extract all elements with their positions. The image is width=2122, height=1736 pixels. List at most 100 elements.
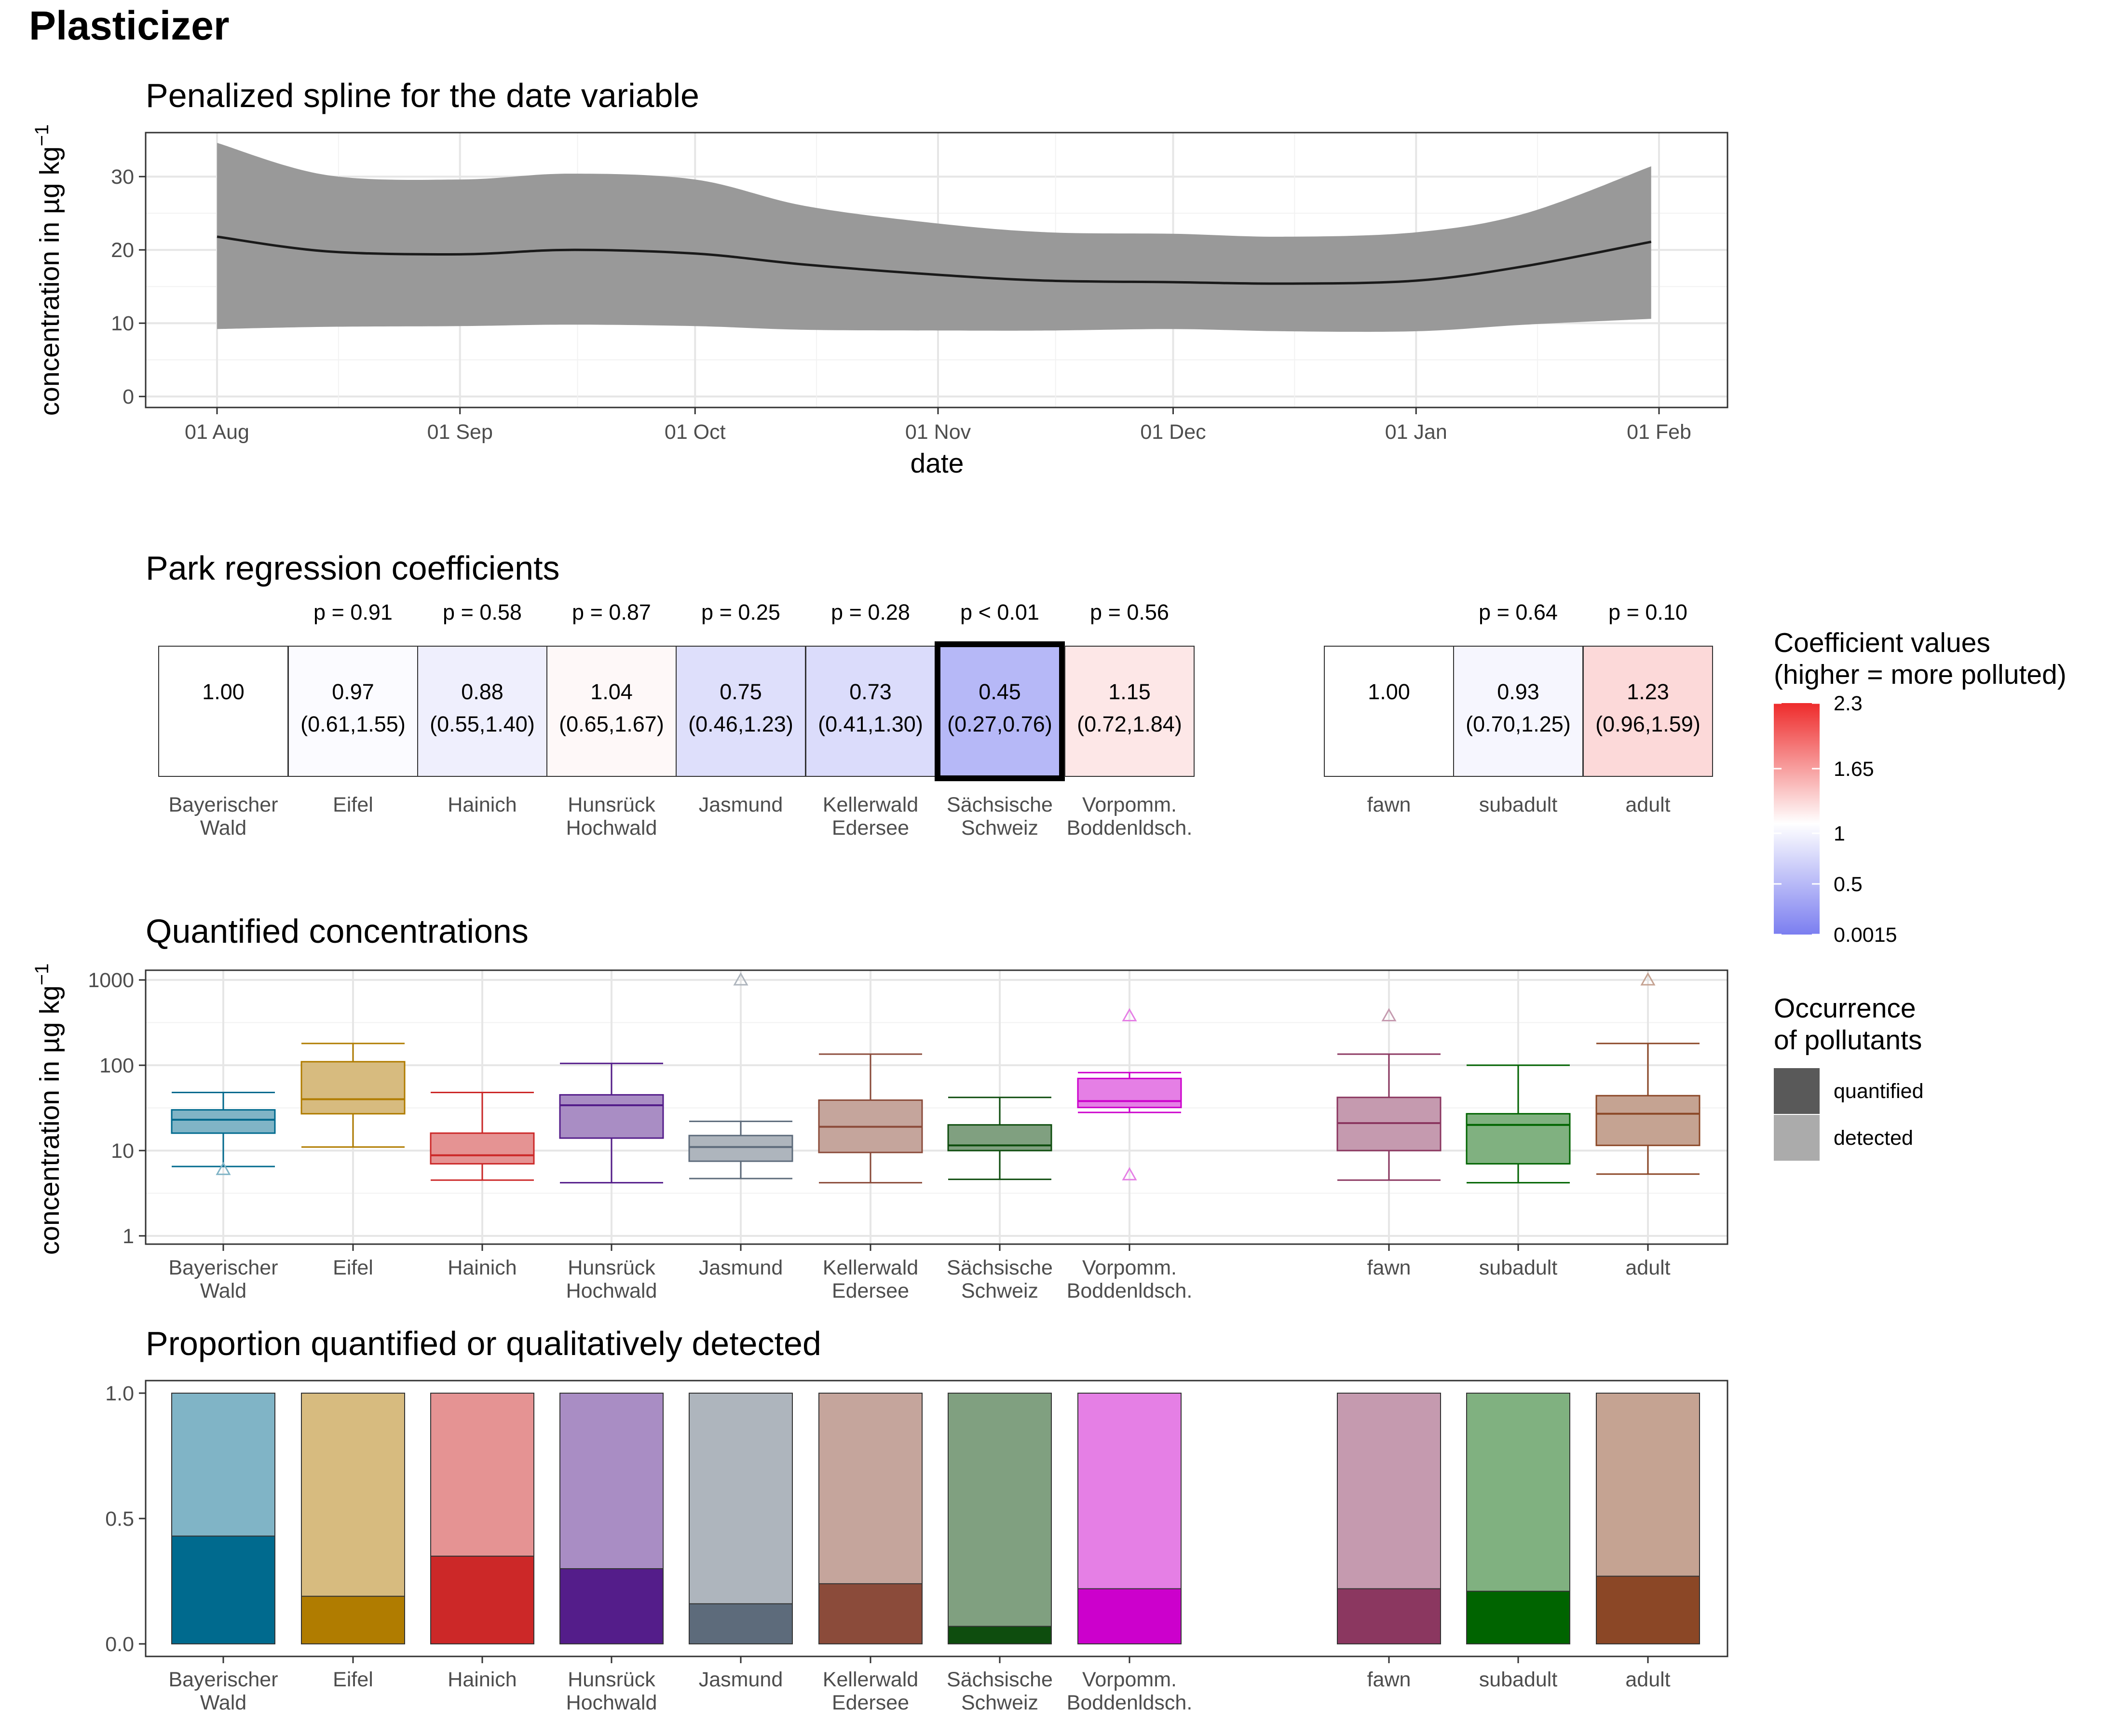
proportion-bar-detected bbox=[948, 1393, 1052, 1644]
proportion-category-label: Eifel bbox=[333, 1668, 373, 1691]
colorbar-tick-label: 0.0015 bbox=[1834, 923, 1897, 947]
proportion-category-label: Bayerischer Wald bbox=[168, 1668, 278, 1714]
proportion-category-label: subadult bbox=[1479, 1668, 1558, 1691]
coefficient-ci: (0.96,1.59) bbox=[1595, 712, 1700, 736]
coefficient-tile bbox=[158, 646, 288, 777]
boxplot-outlier bbox=[216, 1162, 231, 1175]
boxplot-box bbox=[947, 1124, 1052, 1152]
coefficient-value: 0.97 bbox=[332, 679, 374, 704]
proportion-category-label: Hainich bbox=[448, 1668, 517, 1691]
colorbar-tick-label: 1.65 bbox=[1834, 758, 1874, 781]
boxplot-outlier bbox=[1122, 1008, 1137, 1021]
coefficient-ci: (0.61,1.55) bbox=[300, 712, 406, 736]
proportion-bar-quantified bbox=[430, 1556, 534, 1644]
boxplot-y-axis-title: concentration in µg kg−1 bbox=[31, 963, 65, 1255]
boxplot-outlier bbox=[1640, 972, 1656, 986]
coefficient-ci: (0.70,1.25) bbox=[1466, 712, 1571, 736]
proportion-bar-quantified bbox=[689, 1603, 793, 1645]
coefficient-value: 0.45 bbox=[979, 679, 1021, 704]
boxplot-outlier bbox=[1381, 1008, 1397, 1021]
coefficient-value: 1.04 bbox=[590, 679, 633, 704]
coefficient-ci: (0.27,0.76) bbox=[947, 712, 1052, 736]
coefficient-category-label: Hainich bbox=[448, 793, 517, 816]
proportion-y-tick-label: 1.0 bbox=[105, 1382, 134, 1405]
spline-y-tick-label: 10 bbox=[111, 312, 134, 335]
boxplot-y-tick-label: 1 bbox=[122, 1225, 134, 1248]
coefficient-tile bbox=[805, 646, 936, 777]
boxplot-outlier bbox=[733, 972, 748, 986]
proportion-bar-quantified bbox=[1337, 1588, 1441, 1645]
colorbar-tick-label: 1 bbox=[1834, 822, 1845, 845]
figure-title: Plasticizer bbox=[29, 3, 230, 48]
proportion-category-label: Jasmund bbox=[699, 1668, 783, 1691]
spline-y-tick-label: 20 bbox=[111, 239, 134, 262]
proportion-category-label: adult bbox=[1625, 1668, 1670, 1691]
coefficient-value: 1.00 bbox=[1368, 679, 1410, 704]
coefficient-tile bbox=[288, 646, 418, 777]
coefficient-p-value: p = 0.56 bbox=[1090, 600, 1169, 624]
coefficient-tile bbox=[417, 646, 547, 777]
coefficient-p-value: p = 0.91 bbox=[313, 600, 393, 624]
colorbar-tick-label: 2.3 bbox=[1834, 692, 1863, 715]
boxplots bbox=[171, 972, 1700, 1184]
proportion-axes: 0.0 0.5 1.0 Bayerischer Wald Eifel Hainich Huns… bbox=[105, 1382, 1670, 1714]
proportion-y-tick-label: 0.0 bbox=[105, 1633, 134, 1656]
spline-panel: Penalized spline for the date variable 0… bbox=[31, 77, 1728, 479]
proportion-plot-background bbox=[146, 1381, 1728, 1656]
proportion-title: Proportion quantified or qualitatively d… bbox=[146, 1325, 821, 1362]
coefficient-legend-title: Coefficient values (higher = more pollute… bbox=[1774, 627, 2067, 690]
proportion-bar-quantified bbox=[301, 1596, 405, 1644]
occurrence-legend-swatch bbox=[1774, 1115, 1820, 1161]
boxplot-category-label: fawn bbox=[1367, 1256, 1411, 1279]
coefficient-category-label: Kellerwald Edersee bbox=[823, 793, 918, 840]
proportion-bar-quantified bbox=[1466, 1590, 1570, 1645]
occurrence-legend-label: detected bbox=[1834, 1126, 1913, 1150]
proportion-bar-detected bbox=[689, 1393, 793, 1644]
coefficients-title: Park regression coefficients bbox=[146, 549, 560, 587]
boxplot-category-label: Bayerischer Wald bbox=[168, 1256, 278, 1302]
boxplot-category-label: subadult bbox=[1479, 1256, 1558, 1279]
coefficient-value: 1.23 bbox=[1627, 679, 1669, 704]
proportion-category-label: fawn bbox=[1367, 1668, 1411, 1691]
occurrence-legend-swatch bbox=[1774, 1068, 1820, 1114]
proportion-panel: Proportion quantified or qualitatively d… bbox=[105, 1325, 1728, 1714]
coefficient-category-label: Jasmund bbox=[699, 793, 783, 816]
spline-y-tick-label: 0 bbox=[122, 385, 134, 408]
coefficient-p-value: p < 0.01 bbox=[960, 600, 1039, 624]
boxplot-y-tick-label: 10 bbox=[111, 1139, 134, 1163]
coefficient-p-value: p = 0.28 bbox=[831, 600, 910, 624]
coefficient-tile bbox=[1064, 646, 1195, 777]
proportion-bars bbox=[171, 1393, 1700, 1645]
coefficient-ci: (0.65,1.67) bbox=[559, 712, 664, 736]
coefficient-value: 0.73 bbox=[849, 679, 892, 704]
spline-y-tick-label: 30 bbox=[111, 165, 134, 189]
proportion-bar-quantified bbox=[1077, 1588, 1182, 1645]
coefficient-p-value: p = 0.64 bbox=[1479, 600, 1558, 624]
coefficient-category-label: Vorpomm. Boddenldsch. bbox=[1067, 793, 1193, 840]
occurrence-legend-title: Occurrence of pollutants bbox=[1774, 993, 1922, 1056]
coefficient-tile bbox=[546, 646, 677, 777]
coefficient-category-label: Sächsische Schweiz bbox=[947, 793, 1053, 840]
boxplot-box bbox=[1466, 1113, 1571, 1165]
coefficient-category-label: adult bbox=[1625, 793, 1670, 816]
spline-fit-line bbox=[217, 235, 1652, 285]
coefficient-category-label: Hunsrück Hochwald bbox=[566, 793, 657, 840]
boxplot-category-label: Eifel bbox=[333, 1256, 373, 1279]
coefficient-value: 0.88 bbox=[461, 679, 503, 704]
colorbar-tick-label: 0.5 bbox=[1834, 873, 1863, 896]
spline-x-tick-label: 01 Sep bbox=[427, 420, 493, 444]
boxplot-box bbox=[688, 1135, 793, 1162]
boxplot-panel-border bbox=[145, 969, 1728, 1245]
coefficient-p-value: p = 0.58 bbox=[443, 600, 522, 624]
proportion-bar-quantified bbox=[559, 1568, 664, 1644]
boxplot-box bbox=[300, 1061, 406, 1115]
spline-x-tick-label: 01 Feb bbox=[1627, 420, 1691, 444]
boxplot-y-tick-label: 100 bbox=[99, 1054, 134, 1077]
spline-panel-border bbox=[145, 132, 1728, 408]
coefficient-tile bbox=[1583, 646, 1713, 777]
coefficient-ci: (0.41,1.30) bbox=[818, 712, 923, 736]
proportion-bar-quantified bbox=[818, 1583, 923, 1644]
coefficient-value: 1.00 bbox=[202, 679, 245, 704]
boxplot-axes: 1 10 100 1000 Bayerischer Wald Eifel Hainich Hun… bbox=[88, 969, 1670, 1302]
